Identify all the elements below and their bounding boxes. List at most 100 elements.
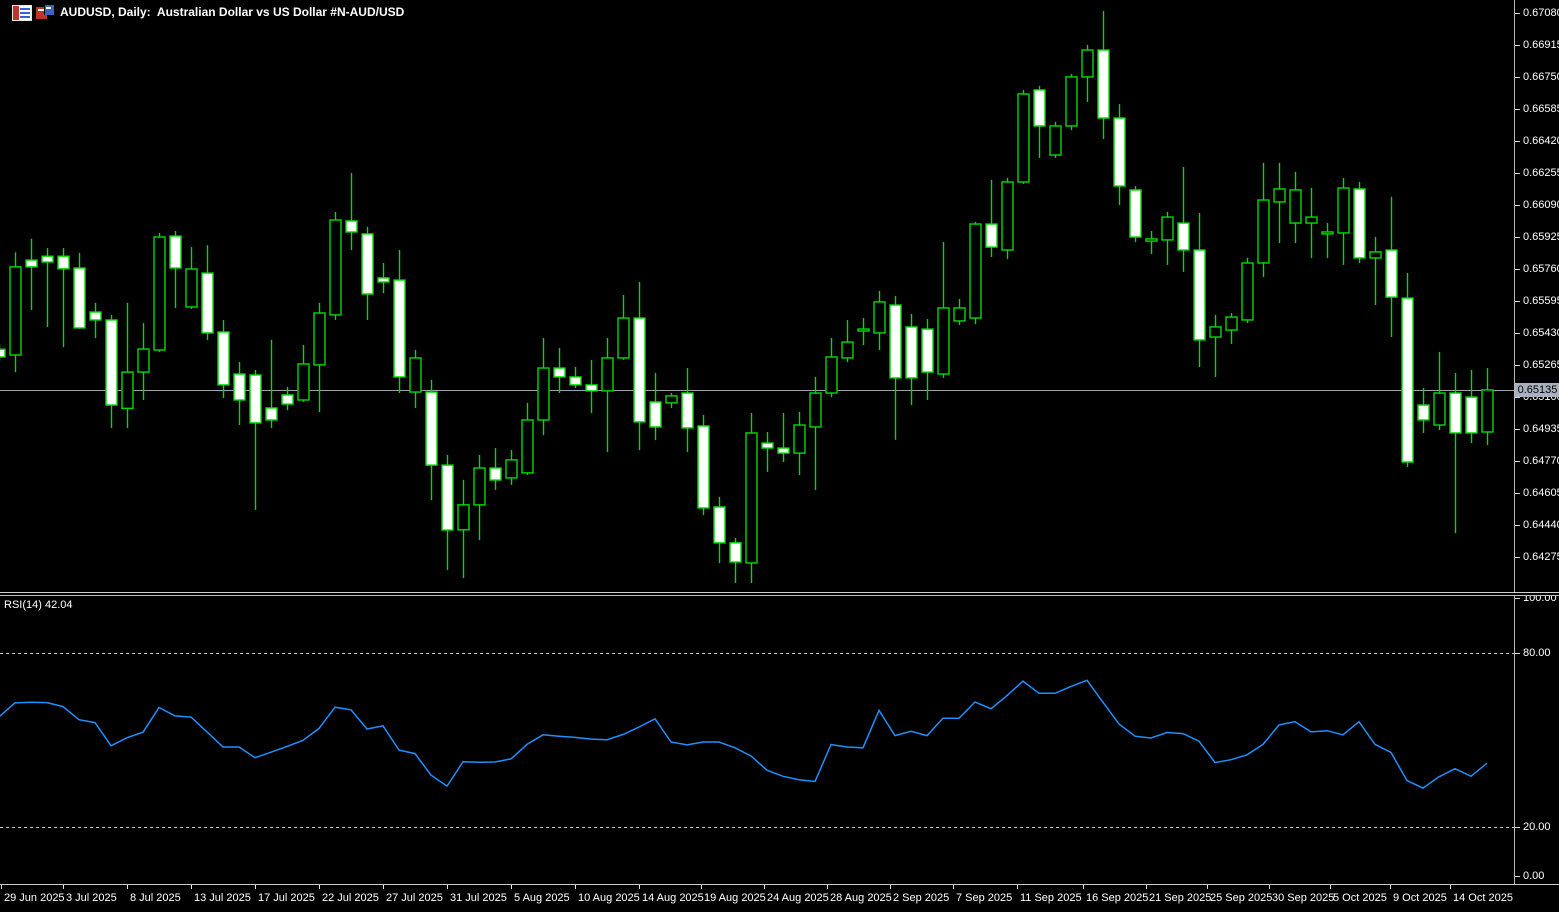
candlestick-and-rsi-plot[interactable] — [0, 0, 1514, 884]
date-label: 19 Aug 2025 — [704, 892, 766, 904]
date-tick — [1390, 885, 1391, 889]
price-tick-label: 0.65265 — [1523, 359, 1559, 371]
candle-body — [425, 391, 438, 466]
price-tick-label: 0.66255 — [1523, 167, 1559, 179]
date-label: 8 Jul 2025 — [130, 892, 181, 904]
date-tick — [953, 885, 954, 889]
price-tick — [1515, 173, 1520, 174]
price-tick-label: 0.64275 — [1523, 551, 1559, 563]
date-tick — [1450, 885, 1451, 889]
candle-body — [1241, 262, 1254, 321]
price-tick — [1515, 237, 1520, 238]
price-tick — [1515, 557, 1520, 558]
candle-body — [313, 312, 326, 366]
rsi-tick-label: 0.00 — [1523, 870, 1545, 882]
price-tick — [1515, 269, 1520, 270]
candle-body — [585, 384, 598, 392]
price-tick — [1515, 205, 1520, 206]
price-tick — [1515, 109, 1520, 110]
rsi-tick — [1515, 827, 1520, 828]
candle-body — [409, 357, 422, 393]
candle-body — [1081, 49, 1094, 78]
price-tick — [1515, 13, 1520, 14]
candle-body — [73, 267, 86, 329]
price-tick-label: 0.64440 — [1523, 519, 1559, 531]
candle-body — [169, 235, 182, 269]
rsi-tick-label: 80.00 — [1523, 647, 1551, 659]
candle-body — [57, 255, 70, 270]
price-tick-label: 0.64605 — [1523, 487, 1559, 499]
candle-body — [281, 394, 294, 405]
candle-body — [601, 357, 614, 392]
date-label: 24 Aug 2025 — [767, 892, 829, 904]
candle-body — [1401, 297, 1414, 463]
date-label: 9 Oct 2025 — [1393, 892, 1447, 904]
price-tick-label: 0.65595 — [1523, 295, 1559, 307]
candle-body — [473, 467, 486, 506]
candle-body — [713, 506, 726, 544]
price-tick-label: 0.66750 — [1523, 71, 1559, 83]
candle-body — [185, 268, 198, 308]
candle-body — [825, 356, 838, 394]
candle-body — [1129, 189, 1142, 238]
price-axis[interactable]: 0.65135 0.67080 0.66915 0.66750 0.66585 0.66… — [1514, 0, 1559, 884]
date-tick — [1017, 885, 1018, 889]
candle-body — [1305, 216, 1318, 224]
date-tick — [447, 885, 448, 889]
candle-body — [0, 348, 6, 358]
candle-body — [1385, 249, 1398, 298]
market-watch-icon — [12, 5, 32, 21]
candle-body — [793, 424, 806, 454]
rsi-tick-label: 20.00 — [1523, 821, 1551, 833]
price-tick-label: 0.66585 — [1523, 103, 1559, 115]
rsi-indicator-label: RSI(14) 42.04 — [4, 599, 73, 611]
price-tick — [1515, 397, 1520, 398]
candle-body — [441, 464, 454, 531]
date-label: 31 Jul 2025 — [450, 892, 507, 904]
price-tick-label: 0.66915 — [1523, 39, 1559, 51]
candle-body — [1017, 93, 1030, 183]
panel-separator[interactable] — [0, 592, 1559, 596]
rsi-tick-label: 100.00 — [1523, 592, 1557, 604]
rsi-tick — [1515, 653, 1520, 654]
date-tick — [191, 885, 192, 889]
price-tick — [1515, 461, 1520, 462]
price-tick-label: 0.64935 — [1523, 423, 1559, 435]
chart-area[interactable] — [0, 0, 1514, 884]
date-tick — [1269, 885, 1270, 889]
date-label: 14 Aug 2025 — [642, 892, 704, 904]
candle-body — [681, 392, 694, 429]
date-tick — [575, 885, 576, 889]
candle-body — [1209, 326, 1222, 338]
candle-body — [1001, 181, 1014, 251]
candle-body — [1145, 238, 1158, 242]
candle-body — [761, 442, 774, 449]
candle-body — [1065, 76, 1078, 127]
candle-body — [361, 233, 374, 295]
current-price-badge: 0.65135 — [1515, 383, 1559, 397]
time-axis[interactable]: 29 Jun 2025 3 Jul 2025 8 Jul 2025 13 Jul 20… — [0, 884, 1559, 912]
price-tick-label: 0.64770 — [1523, 455, 1559, 467]
price-tick-label: 0.65925 — [1523, 231, 1559, 243]
price-tick — [1515, 333, 1520, 334]
candle-body — [217, 331, 230, 386]
candle-body — [1433, 392, 1446, 426]
candle-body — [857, 328, 870, 332]
date-label: 11 Sep 2025 — [1020, 892, 1082, 904]
candle-body — [921, 328, 934, 373]
candle-body — [1369, 251, 1382, 259]
rsi-tick — [1515, 876, 1520, 877]
symbol-title: AUDUSD, Daily: Australian Dollar vs US D… — [60, 5, 405, 19]
candle-body — [41, 255, 54, 263]
rsi-tick — [1515, 598, 1520, 599]
candle-body — [841, 341, 854, 359]
candle-body — [1049, 125, 1062, 156]
candle-body — [489, 467, 502, 481]
candle-body — [9, 266, 22, 356]
candle-body — [1481, 389, 1494, 433]
date-tick — [511, 885, 512, 889]
date-label: 13 Jul 2025 — [194, 892, 251, 904]
candle-body — [1337, 187, 1350, 234]
price-tick-label: 0.65430 — [1523, 327, 1559, 339]
price-tick — [1515, 141, 1520, 142]
